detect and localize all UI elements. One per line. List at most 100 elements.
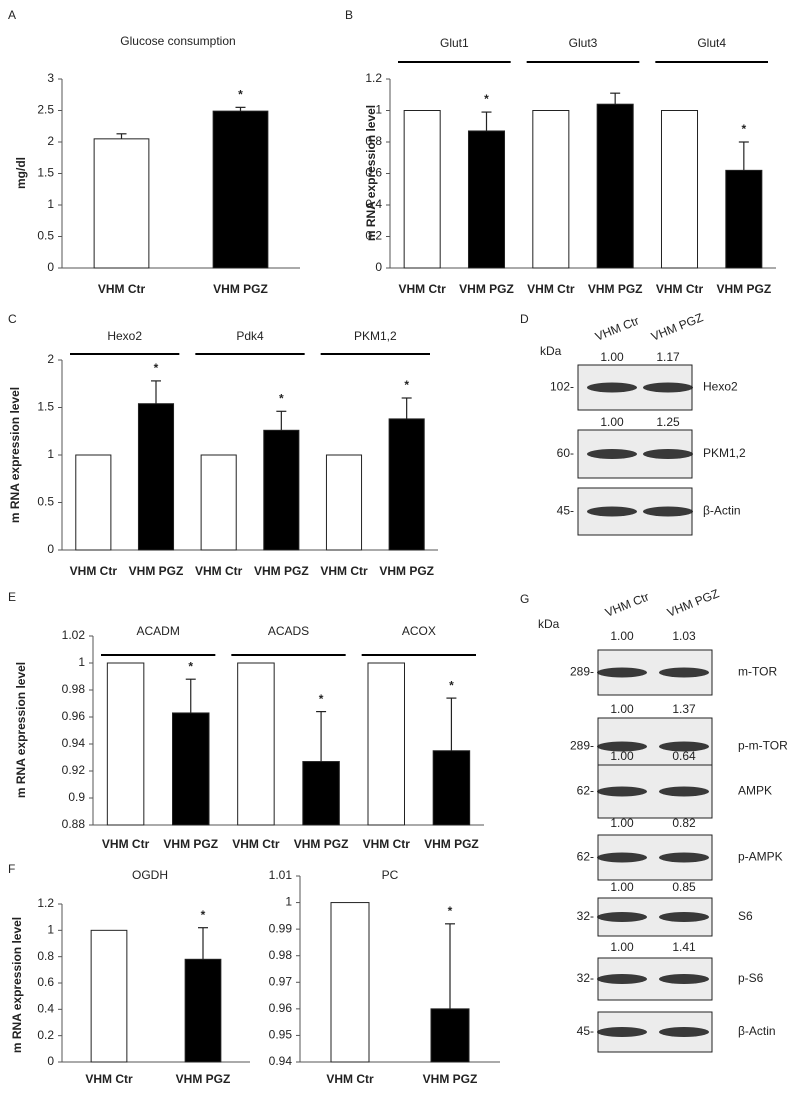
lane-label: VHM PGZ xyxy=(649,310,705,343)
group-label: ACADM xyxy=(136,624,179,638)
band xyxy=(597,741,647,752)
bar xyxy=(237,662,275,826)
quantification: 1.25 xyxy=(656,415,680,429)
lane-label: VHM Ctr xyxy=(603,590,651,620)
quantification: 1.00 xyxy=(600,415,624,429)
band xyxy=(597,974,647,984)
x-tick-label: VHM PGZ xyxy=(588,282,643,296)
band xyxy=(643,449,693,459)
kda-marker: 102- xyxy=(550,380,574,394)
y-tick-label: 2 xyxy=(47,134,54,148)
quantification: 1.00 xyxy=(610,702,634,716)
y-tick-label: 1 xyxy=(285,895,292,909)
panel-label: A xyxy=(8,8,16,22)
panel-label: C xyxy=(8,312,17,326)
x-tick-label: VHM PGZ xyxy=(423,1072,478,1086)
y-axis-label: m RNA expression level xyxy=(364,105,378,241)
protein-label: β-Actin xyxy=(738,1024,776,1038)
x-tick-label: VHM PGZ xyxy=(176,1072,231,1086)
protein-label: β-Actin xyxy=(703,504,741,518)
kda-marker: 60- xyxy=(557,446,574,460)
y-tick-label: 0.5 xyxy=(37,495,54,509)
significance-mark: * xyxy=(404,378,409,392)
y-tick-label: 0 xyxy=(47,1054,54,1068)
significance-mark: * xyxy=(484,92,489,106)
kda-marker: 289- xyxy=(570,739,594,753)
bar xyxy=(725,169,763,269)
bar xyxy=(302,761,340,826)
significance-mark: * xyxy=(154,361,159,375)
kda-label: kDa xyxy=(540,344,562,358)
band xyxy=(659,667,709,678)
x-tick-label: VHM PGZ xyxy=(163,837,218,851)
bar xyxy=(403,110,441,269)
bar xyxy=(430,1008,470,1063)
x-tick-label: VHM Ctr xyxy=(102,837,150,851)
bar xyxy=(200,454,237,551)
panel-label: E xyxy=(8,590,16,604)
x-tick-label: VHM PGZ xyxy=(716,282,771,296)
significance-mark: * xyxy=(448,904,453,918)
group-label: Glut4 xyxy=(697,36,726,50)
quantification: 1.00 xyxy=(610,749,634,763)
bar xyxy=(75,454,112,551)
significance-mark: * xyxy=(201,908,206,922)
y-tick-label: 0 xyxy=(47,260,54,274)
x-tick-label: VHM PGZ xyxy=(254,564,309,578)
y-tick-label: 0.6 xyxy=(365,166,382,180)
band xyxy=(587,449,637,459)
chart-title: OGDH xyxy=(132,868,168,882)
x-tick-label: VHM Ctr xyxy=(85,1072,133,1086)
y-tick-label: 0.8 xyxy=(37,949,54,963)
protein-label: PKM1,2 xyxy=(703,446,746,460)
y-tick-label: 1.01 xyxy=(269,868,293,882)
group-label: Pdk4 xyxy=(236,329,264,343)
y-tick-label: 0.97 xyxy=(269,974,293,988)
y-tick-label: 0.94 xyxy=(62,736,86,750)
y-tick-label: 1.2 xyxy=(365,71,382,85)
bar xyxy=(137,403,175,551)
kda-marker: 32- xyxy=(577,909,594,923)
bar xyxy=(367,662,405,826)
lane-label: VHM PGZ xyxy=(665,586,721,619)
y-tick-label: 3 xyxy=(47,71,54,85)
bar xyxy=(106,662,145,826)
panel-label: F xyxy=(8,862,15,876)
y-tick-label: 0.4 xyxy=(37,1002,54,1016)
y-tick-label: 1.02 xyxy=(62,628,86,642)
group-label: Glut3 xyxy=(569,36,598,50)
bar xyxy=(467,130,506,269)
x-tick-label: VHM Ctr xyxy=(98,282,146,296)
band xyxy=(659,786,709,797)
y-tick-label: 0.99 xyxy=(269,921,293,935)
quantification: 0.64 xyxy=(672,749,696,763)
band xyxy=(659,974,709,984)
significance-mark: * xyxy=(741,122,746,136)
y-tick-label: 0.2 xyxy=(37,1028,54,1042)
y-tick-label: 2 xyxy=(47,352,54,366)
group-label: PKM1,2 xyxy=(354,329,397,343)
protein-label: AMPK xyxy=(738,784,772,798)
y-tick-label: 0 xyxy=(47,542,54,556)
protein-label: S6 xyxy=(738,909,753,923)
y-tick-label: 1.5 xyxy=(37,400,54,414)
quantification: 0.85 xyxy=(672,880,696,894)
bar xyxy=(172,712,210,826)
panel-label: D xyxy=(520,312,529,326)
y-tick-label: 1 xyxy=(47,923,54,937)
y-tick-label: 0 xyxy=(375,260,382,274)
y-tick-label: 1 xyxy=(47,197,54,211)
bar xyxy=(93,138,150,269)
group-label: ACADS xyxy=(268,624,309,638)
band xyxy=(587,506,637,517)
y-axis-label: m RNA expression level xyxy=(10,917,24,1053)
band xyxy=(587,382,637,393)
y-tick-label: 0.5 xyxy=(37,229,54,243)
chart-title: Glucose consumption xyxy=(120,34,235,48)
significance-mark: * xyxy=(188,659,193,673)
y-tick-label: 1.5 xyxy=(37,166,54,180)
bar xyxy=(90,929,128,1063)
x-tick-label: VHM Ctr xyxy=(363,837,411,851)
significance-mark: * xyxy=(319,692,324,706)
band xyxy=(643,506,693,517)
